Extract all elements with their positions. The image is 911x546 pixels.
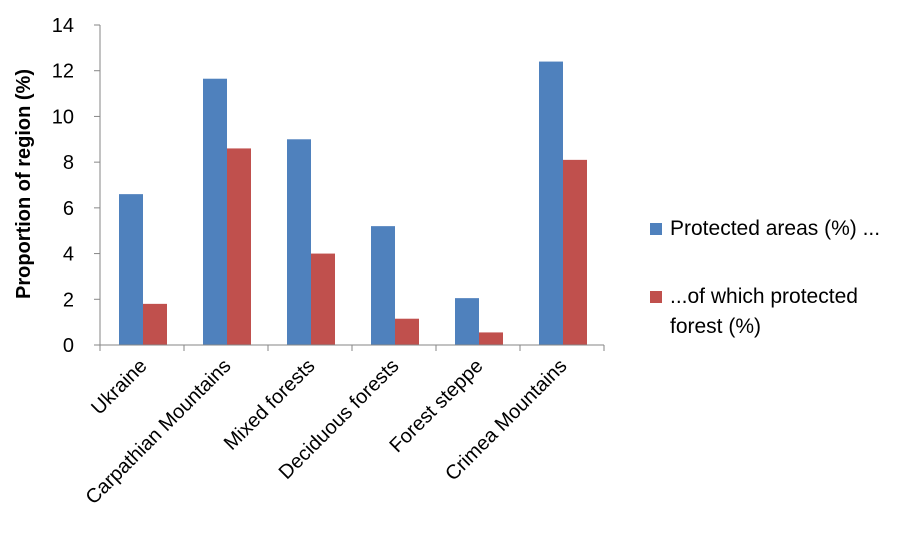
- bars: [119, 61, 587, 345]
- y-tick-label: 0: [63, 335, 74, 357]
- x-tick-label: Ukraine: [87, 355, 151, 419]
- bar-protected-forest-0: [143, 303, 167, 345]
- y-tick-label: 2: [63, 289, 74, 311]
- bar-protected-areas-5: [539, 61, 563, 345]
- bar-protected-forest-4: [479, 332, 503, 345]
- y-tick-label: 12: [52, 61, 74, 83]
- legend-label-protected-forest: ...of which protected forest (%): [670, 285, 858, 338]
- legend-swatch-protected-forest: [650, 291, 662, 303]
- legend-item-protected-areas: Protected areas (%) ...: [650, 214, 905, 244]
- bar-protected-areas-2: [287, 139, 311, 345]
- legend-item-protected-forest: ...of which protected forest (%): [650, 282, 905, 342]
- bar-protected-areas-1: [203, 78, 227, 345]
- legend: Protected areas (%) ... ...of which prot…: [650, 214, 905, 380]
- y-tick-label: 6: [63, 198, 74, 220]
- bar-protected-areas-0: [119, 194, 143, 345]
- y-tick-label: 10: [52, 106, 74, 128]
- bar-protected-areas-3: [371, 226, 395, 345]
- y-tick-label: 14: [52, 15, 74, 37]
- bar-protected-forest-3: [395, 318, 419, 345]
- legend-label-protected-areas: Protected areas (%) ...: [670, 217, 881, 240]
- x-tick-label: Carpathian Mountains: [82, 355, 236, 509]
- bar-protected-forest-5: [563, 159, 587, 345]
- legend-swatch-protected-areas: [650, 223, 662, 235]
- bar-protected-forest-2: [311, 253, 335, 345]
- bar-protected-areas-4: [455, 298, 479, 345]
- y-tick-label: 8: [63, 152, 74, 174]
- y-tick-label: 4: [63, 244, 74, 266]
- bar-protected-forest-1: [227, 148, 251, 345]
- y-axis-label: Proportion of region (%): [13, 69, 35, 299]
